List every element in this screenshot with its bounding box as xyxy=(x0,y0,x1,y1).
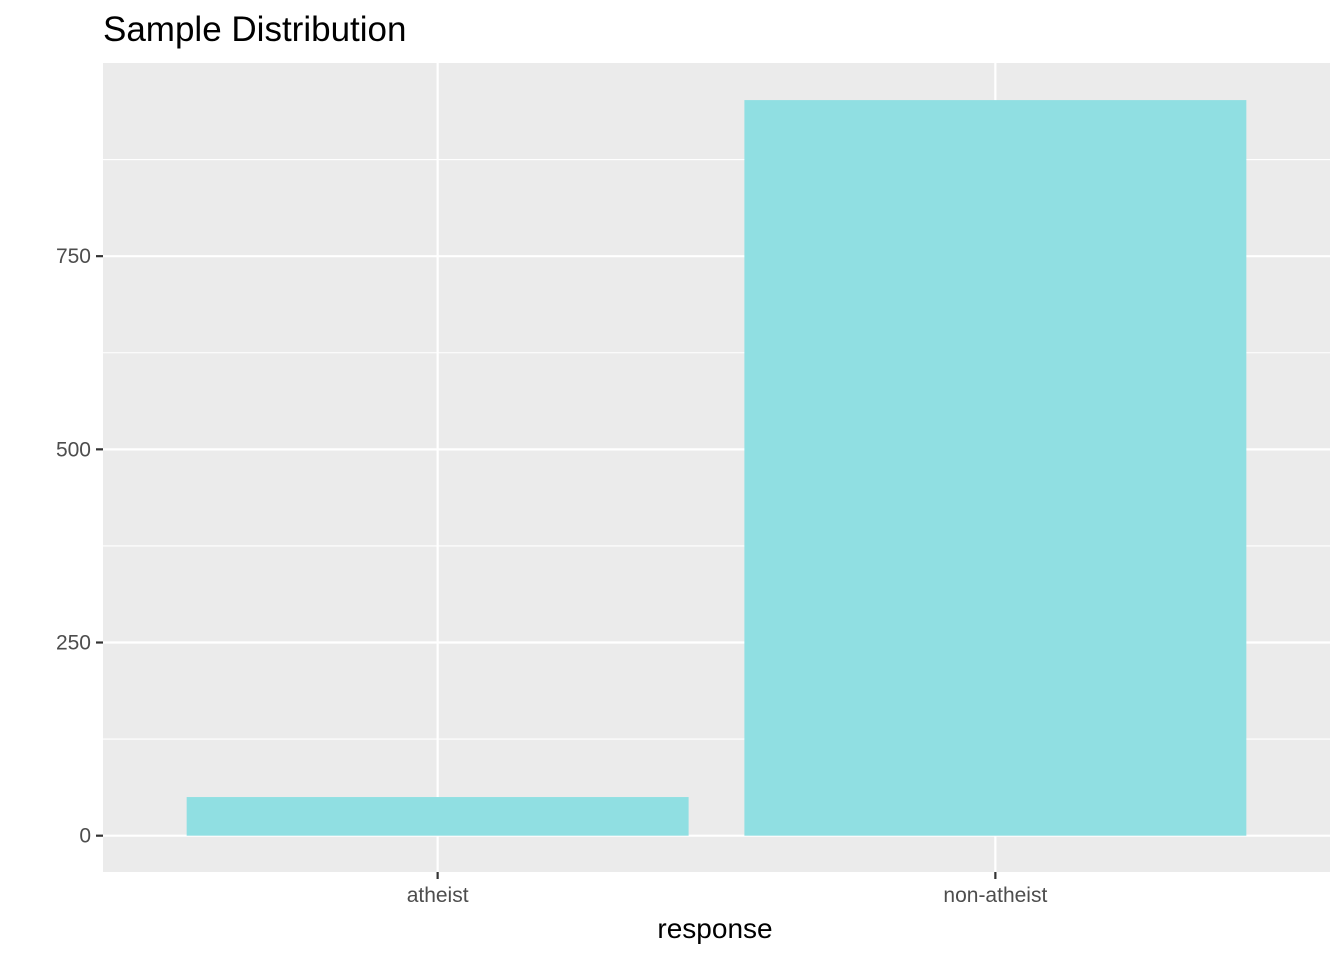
x-tick-label: atheist xyxy=(407,884,469,907)
y-tick-label: 0 xyxy=(79,825,91,848)
y-tick-label: 250 xyxy=(56,632,91,655)
bar-atheist xyxy=(186,797,689,836)
y-tick-label: 500 xyxy=(56,438,91,461)
y-axis: 0 250 500 750 xyxy=(56,245,103,848)
chart-title: Sample Distribution xyxy=(103,10,406,49)
x-axis: atheist non-atheist xyxy=(407,872,1047,907)
y-tick-label: 750 xyxy=(56,245,91,268)
bar-non-atheist xyxy=(744,100,1247,836)
x-axis-title: response xyxy=(657,913,772,944)
bars xyxy=(186,100,1247,836)
x-tick-label: non-atheist xyxy=(943,884,1047,907)
